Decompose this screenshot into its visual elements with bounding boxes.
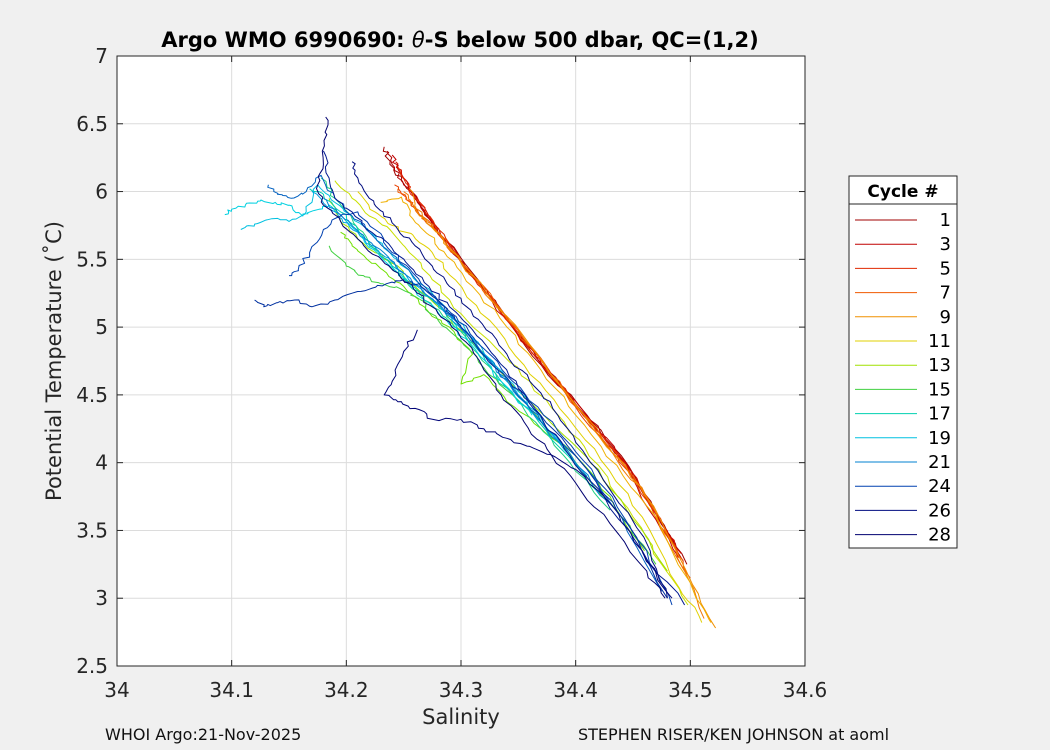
y-tick-label: 4.5	[76, 383, 108, 407]
y-tick-label: 7	[95, 44, 108, 68]
legend-label: 5	[940, 258, 951, 279]
series-line-cycle-22	[267, 174, 663, 592]
y-tick-label: 5.5	[76, 247, 108, 271]
y-tick-label: 3.5	[76, 518, 108, 542]
legend-label: 21	[928, 452, 951, 473]
y-tick-label: 5	[95, 315, 108, 339]
series-line-cycle-21	[323, 197, 611, 504]
series-line-cycle-26	[351, 161, 668, 599]
series-line-cycle-28	[316, 116, 666, 599]
series-line-cycle-8	[403, 191, 705, 619]
legend-label: 13	[928, 355, 951, 376]
x-tick-label: 34.4	[553, 678, 598, 702]
footer-left: WHOI Argo:21-Nov-2025	[105, 725, 302, 744]
series-line-cycle-11	[357, 191, 703, 623]
series-line-cycle-9	[409, 188, 717, 629]
series-line-cycle-10	[380, 196, 712, 623]
x-tick-label: 34.3	[439, 678, 484, 702]
series-group	[224, 116, 717, 629]
series-line-cycle-20	[311, 191, 588, 477]
x-tick-label: 34.5	[668, 678, 713, 702]
legend-label: 19	[928, 428, 951, 449]
legend-title: Cycle #	[867, 182, 938, 202]
legend-label: 28	[928, 525, 951, 546]
y-tick-label: 6.5	[76, 112, 108, 136]
series-line-cycle-24	[254, 279, 668, 599]
x-tick-label: 34.6	[783, 678, 828, 702]
y-tick-label: 3	[95, 586, 108, 610]
series-line-cycle-12	[334, 180, 689, 606]
legend-label: 24	[928, 476, 951, 497]
y-tick-label: 4	[95, 451, 108, 475]
y-tick-label: 6	[95, 180, 108, 204]
legend-label: 9	[940, 307, 951, 328]
series-line-cycle-25	[322, 150, 686, 606]
chart-title: Argo WMO 6990690: θ-S below 500 dbar, QC…	[161, 28, 758, 52]
legend-label: 17	[928, 404, 951, 425]
series-line-cycle-27	[383, 329, 673, 599]
x-tick-label: 34.2	[324, 678, 369, 702]
series-line-cycle-23	[289, 211, 673, 606]
y-tick-label: 2.5	[76, 654, 108, 678]
legend-label: 15	[928, 379, 951, 400]
x-axis-label: Salinity	[422, 705, 500, 729]
legend-label: 11	[928, 331, 951, 352]
series-line-cycle-5	[397, 166, 680, 558]
legend-label: 7	[940, 283, 951, 304]
x-tick-label: 34	[104, 678, 129, 702]
footer-right: STEPHEN RISER/KEN JOHNSON at aoml	[578, 725, 890, 744]
y-axis: 2.5 3 3.5 4 4.5 5 5.5 6 6.5 7	[76, 44, 805, 678]
x-tick-label: 34.1	[209, 678, 254, 702]
y-axis-label: Potential Temperature (˚C)	[42, 221, 66, 501]
legend-label: 26	[928, 500, 951, 521]
x-axis: 34 34.1 34.2 34.3 34.4 34.5 34.6	[104, 56, 827, 702]
legend-label: 3	[940, 234, 951, 255]
legend-label: 1	[940, 210, 951, 231]
